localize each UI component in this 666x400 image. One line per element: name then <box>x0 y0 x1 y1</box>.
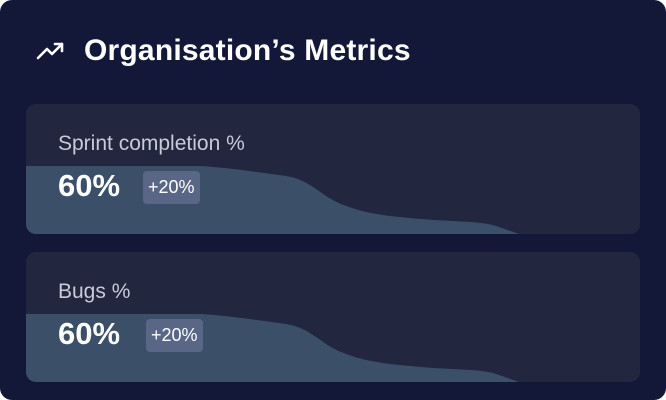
card-header: Organisation’s Metrics <box>36 30 411 72</box>
metric-value: 60% <box>58 316 121 351</box>
trend-up-icon <box>36 40 66 62</box>
metric-label: Bugs % <box>58 280 131 303</box>
metric-label: Sprint completion % <box>58 132 245 155</box>
page-title: Organisation’s Metrics <box>84 34 411 67</box>
metric-value: 60% <box>58 168 121 203</box>
change-badge: +20% <box>146 319 203 352</box>
metric-bugs: Bugs % 60% +20% <box>26 252 640 382</box>
change-badge: +20% <box>143 171 200 204</box>
metric-sprint-completion: Sprint completion % 60% +20% <box>26 104 640 234</box>
